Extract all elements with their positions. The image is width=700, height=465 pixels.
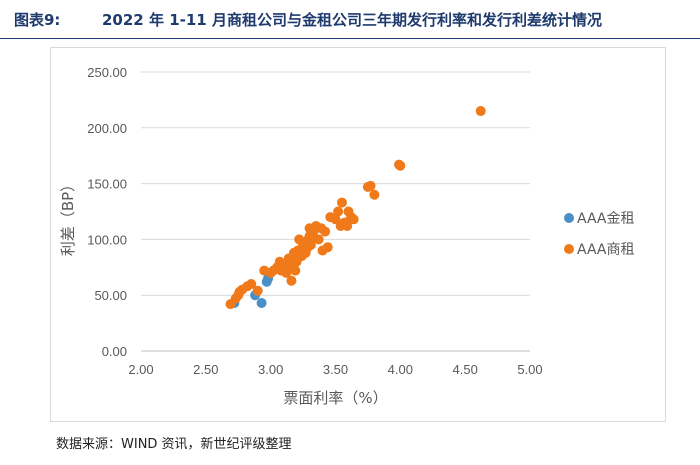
data-point bbox=[395, 160, 406, 171]
data-point bbox=[256, 298, 267, 309]
x-tick-label: 5.00 bbox=[517, 362, 542, 377]
x-tick-label: 3.00 bbox=[258, 362, 283, 377]
source-note: 数据来源：WIND 资讯，新世纪评级整理 bbox=[56, 437, 292, 452]
data-point bbox=[475, 106, 486, 117]
chart-frame bbox=[50, 47, 666, 422]
legend-label: AAA金租 bbox=[577, 211, 635, 227]
data-point bbox=[290, 265, 301, 276]
legend-label: AAA商租 bbox=[577, 242, 635, 258]
legend-marker bbox=[564, 244, 574, 254]
x-tick-label: 2.50 bbox=[193, 362, 218, 377]
y-axis-label: 利差（BP） bbox=[59, 177, 77, 256]
legend: AAA金租 AAA商租 bbox=[564, 211, 635, 258]
data-point bbox=[342, 221, 353, 232]
figure-title: 2022 年 1-11 月商租公司与金租公司三年期发行利率和发行利差统计情况 bbox=[102, 11, 602, 29]
series-shangzu bbox=[225, 106, 486, 310]
x-tick-labels: 2.00 2.50 3.00 3.50 4.00 4.50 5.00 bbox=[128, 362, 542, 377]
data-points bbox=[225, 106, 486, 310]
data-point bbox=[348, 214, 359, 225]
figure-header: 图表9: 2022 年 1-11 月商租公司与金租公司三年期发行利率和发行利差统… bbox=[0, 0, 700, 39]
data-point bbox=[365, 180, 376, 191]
data-point bbox=[336, 197, 347, 208]
y-tick-labels: 0.00 50.00 100.00 150.00 200.00 250.00 bbox=[87, 65, 127, 359]
data-point bbox=[305, 239, 316, 250]
data-point bbox=[313, 234, 324, 245]
data-point bbox=[333, 206, 344, 217]
x-tick-label: 3.50 bbox=[323, 362, 348, 377]
data-point bbox=[252, 285, 263, 296]
figure-label: 图表9: bbox=[14, 11, 61, 29]
y-tick-label: 0.00 bbox=[102, 344, 127, 359]
y-tick-label: 150.00 bbox=[87, 177, 127, 192]
x-axis-label: 票面利率（%） bbox=[283, 389, 387, 407]
y-tick-label: 200.00 bbox=[87, 121, 127, 136]
legend-marker bbox=[564, 213, 574, 223]
grid-lines bbox=[141, 71, 530, 296]
y-tick-label: 100.00 bbox=[87, 232, 127, 247]
x-tick-label: 2.00 bbox=[128, 362, 153, 377]
data-point bbox=[320, 226, 331, 237]
data-point bbox=[246, 279, 257, 290]
y-tick-label: 50.00 bbox=[94, 288, 127, 303]
x-tick-label: 4.00 bbox=[388, 362, 413, 377]
data-point bbox=[286, 275, 297, 286]
y-tick-label: 250.00 bbox=[87, 65, 127, 80]
data-point bbox=[322, 242, 333, 253]
x-tick-label: 4.50 bbox=[453, 362, 478, 377]
data-point bbox=[369, 189, 380, 200]
